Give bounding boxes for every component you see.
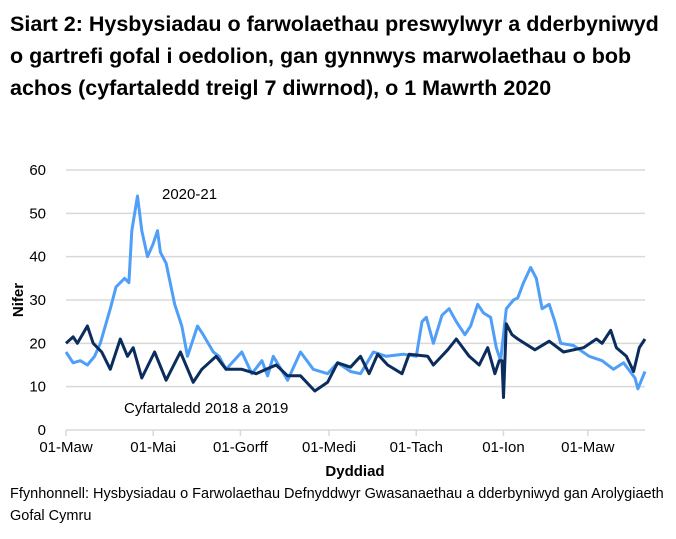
series-line-average-2018-2019: [64, 322, 647, 399]
x-tick-labels: 01-Maw 01-Mai 01-Gorff 01-Medi 01-Tach 01-Ion…: [39, 439, 614, 456]
x-tick-label: 01-Gorff: [213, 439, 269, 456]
y-tick-labels: 0 10 20 30 40 50 60: [29, 162, 46, 439]
y-tick-label: 30: [29, 292, 46, 309]
gridlines: [65, 169, 645, 436]
x-tick-label: 01-Tach: [390, 439, 443, 456]
y-axis-title: Nifer: [10, 283, 27, 317]
annotation-average-2018-2019: Cyfartaledd 2018 a 2019: [124, 400, 288, 417]
x-tick-label: 01-Ion: [482, 439, 525, 456]
x-tick-label: 01-Medi: [302, 439, 356, 456]
series-line-2020-21: [64, 194, 647, 391]
source-note: Ffynhonnell: Hysbysiadau o Farwolaethau …: [10, 486, 664, 524]
x-tick-label: 01-Mai: [130, 439, 176, 456]
x-tick-label: 01-Maw: [39, 439, 93, 456]
x-axis-title: Dyddiad: [325, 463, 384, 480]
y-tick-label: 50: [29, 205, 46, 222]
y-tick-label: 40: [29, 249, 46, 266]
y-tick-label: 0: [38, 422, 46, 439]
annotation-2020-21: 2020-21: [162, 186, 217, 203]
y-tick-label: 20: [29, 335, 46, 352]
series-lines: [64, 194, 647, 399]
y-tick-label: 60: [29, 162, 46, 179]
x-tick-label: 01-Maw: [561, 439, 615, 456]
chart-title: Siart 2: Hysbysiadau o farwolaethau pres…: [10, 12, 659, 100]
y-tick-label: 10: [29, 379, 46, 396]
